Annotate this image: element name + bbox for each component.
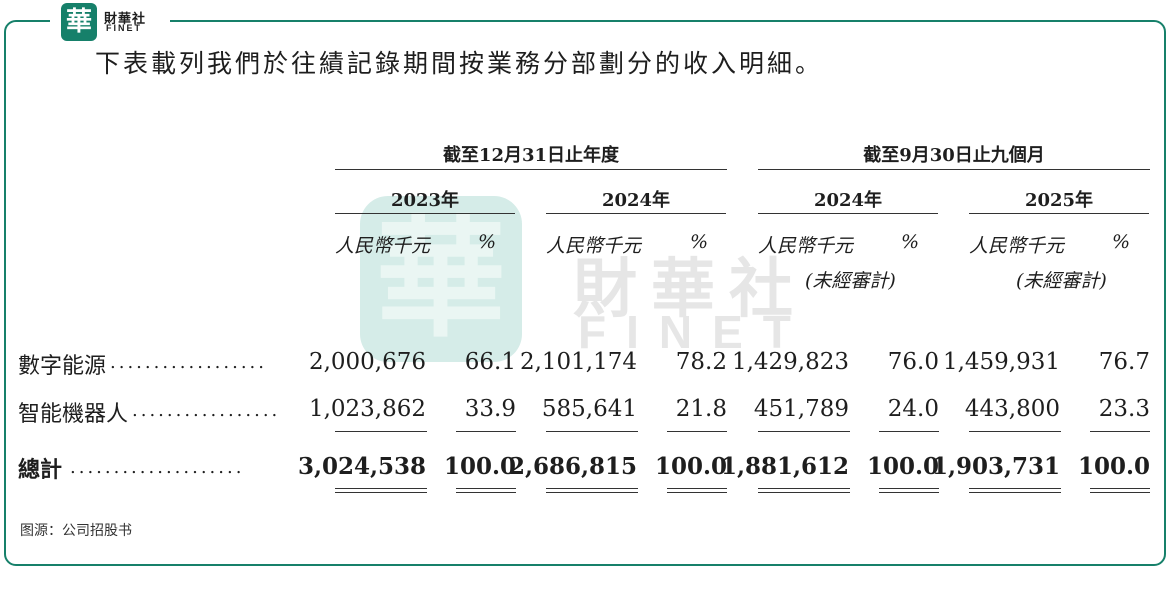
total-cell: 3,024,538 <box>297 453 426 480</box>
total-double-rule <box>1090 488 1150 493</box>
dot-leader: .................. <box>110 352 267 373</box>
total-cell: 100.0 <box>866 453 939 480</box>
table-cell: 1,459,931 <box>942 349 1060 375</box>
table-cell: 66.1 <box>464 349 516 375</box>
subtotal-rule <box>1090 431 1150 432</box>
source-caption: 图源：公司招股书 <box>20 522 132 538</box>
year-rule-2024-9m <box>758 213 938 214</box>
period-rule-annual <box>335 169 727 170</box>
table-cell: 24.0 <box>887 396 939 422</box>
total-cell: 100.0 <box>654 453 727 480</box>
unaudited-note: (未經審計) <box>1016 270 1107 292</box>
period-header-nine-months: 截至9月30日止九個月 <box>863 145 1045 166</box>
intro-text: 下表載列我們於往績記錄期間按業務分部劃分的收入明細。 <box>95 49 824 78</box>
subtotal-rule <box>456 431 516 432</box>
total-cell: 1,881,612 <box>720 453 849 480</box>
period-header-annual: 截至12月31日止年度 <box>442 145 620 166</box>
unit-label: 人民幣千元 <box>969 235 1065 257</box>
year-rule-2023 <box>335 213 515 214</box>
watermark-seal: 華 <box>360 196 522 362</box>
total-cell: 2,686,815 <box>508 453 637 480</box>
total-double-rule <box>667 488 727 493</box>
percent-label: % <box>478 231 497 253</box>
total-double-rule <box>969 488 1061 493</box>
unit-label: 人民幣千元 <box>758 235 854 257</box>
total-double-rule <box>758 488 850 493</box>
content-frame <box>4 20 1166 566</box>
total-double-rule <box>456 488 516 493</box>
subtotal-rule <box>758 431 850 432</box>
year-header-2024-9m: 2024年 <box>813 190 883 211</box>
percent-label: % <box>1112 231 1131 253</box>
subtotal-rule <box>879 431 939 432</box>
unaudited-note: (未經審計) <box>805 270 896 292</box>
percent-label: % <box>690 231 709 253</box>
watermark-name: 財華社 <box>573 252 807 327</box>
table-cell: 76.0 <box>887 349 939 375</box>
year-header-2024: 2024年 <box>601 190 671 211</box>
year-rule-2024 <box>546 213 726 214</box>
total-double-rule <box>335 488 427 493</box>
table-cell: 33.9 <box>464 396 516 422</box>
finet-seal-logo: 華 <box>61 3 97 41</box>
brand-subname: FINET <box>106 23 142 33</box>
dot-leader: ................. <box>132 400 281 421</box>
subtotal-rule <box>335 431 427 432</box>
table-cell: 443,800 <box>964 396 1060 422</box>
table-cell: 2,101,174 <box>519 349 637 375</box>
year-header-2023: 2023年 <box>390 190 460 211</box>
watermark-sub: FINET <box>578 306 811 358</box>
subtotal-rule <box>546 431 638 432</box>
table-cell: 1,023,862 <box>308 396 426 422</box>
unit-label: 人民幣千元 <box>546 235 642 257</box>
row-label-digital-energy: 數字能源 <box>18 354 107 379</box>
table-cell: 78.2 <box>675 349 727 375</box>
row-label-total: 總計 <box>18 457 63 483</box>
table-cell: 451,789 <box>753 396 849 422</box>
subtotal-rule <box>667 431 727 432</box>
total-double-rule <box>879 488 939 493</box>
table-cell: 2,000,676 <box>308 349 426 375</box>
table-cell: 585,641 <box>541 396 637 422</box>
brand-name: 財華社 <box>104 11 147 26</box>
period-rule-nine-months <box>758 169 1150 170</box>
total-double-rule <box>546 488 638 493</box>
total-cell: 100.0 <box>1077 453 1150 480</box>
table-cell: 76.7 <box>1098 349 1150 375</box>
year-header-2025-9m: 2025年 <box>1024 190 1094 211</box>
year-rule-2025-9m <box>969 213 1149 214</box>
table-cell: 23.3 <box>1098 396 1150 422</box>
total-cell: 1,903,731 <box>931 453 1060 480</box>
table-cell: 21.8 <box>675 396 727 422</box>
row-label-intelligent-robots: 智能機器人 <box>18 402 129 427</box>
dot-leader: .................... <box>70 457 245 478</box>
total-cell: 100.0 <box>443 453 516 480</box>
percent-label: % <box>901 231 920 253</box>
subtotal-rule <box>969 431 1061 432</box>
table-cell: 1,429,823 <box>731 349 849 375</box>
unit-label: 人民幣千元 <box>335 235 431 257</box>
